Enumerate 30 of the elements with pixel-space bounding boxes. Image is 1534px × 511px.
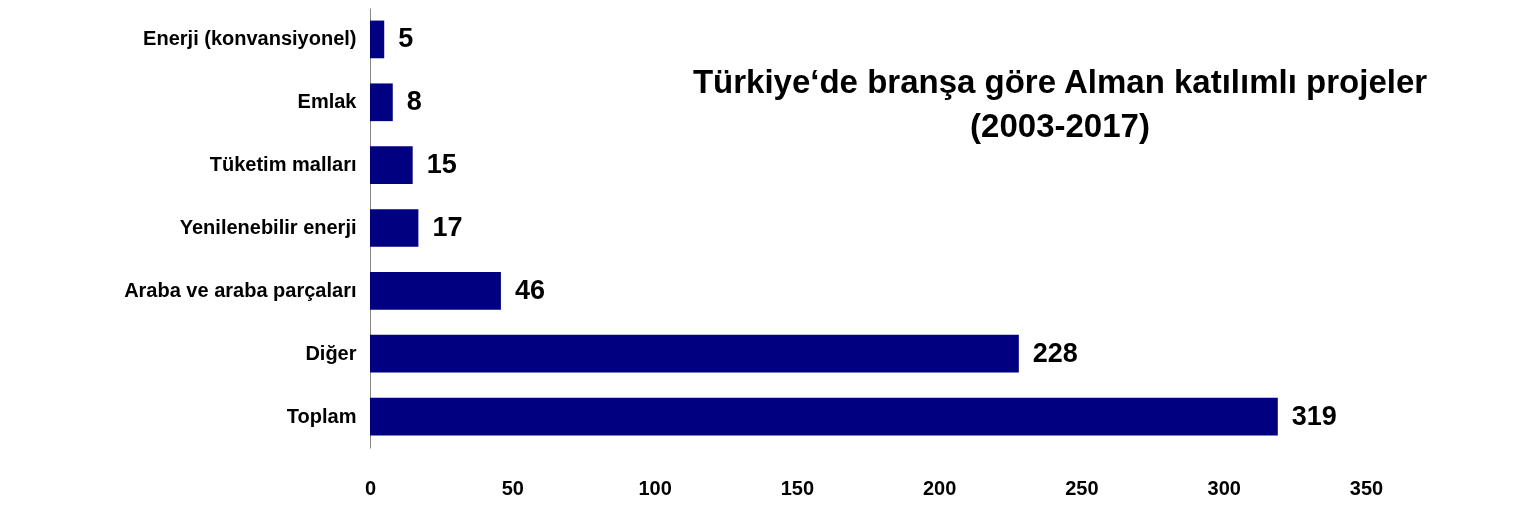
bar <box>370 397 1278 436</box>
data-label: 228 <box>1032 337 1078 368</box>
x-tick-label: 300 <box>1207 476 1241 499</box>
bar <box>370 83 393 122</box>
x-tick-label: 50 <box>501 476 524 499</box>
data-label: 46 <box>514 274 545 305</box>
data-label: 15 <box>426 149 457 180</box>
y-tick-label: Diğer <box>305 341 357 364</box>
x-tick-label: 200 <box>922 476 957 499</box>
bar <box>370 20 385 59</box>
x-tick-label: 0 <box>364 476 377 499</box>
y-tick-label: Emlak <box>297 90 358 113</box>
y-tick-label: Yenilenebilir enerji <box>179 216 357 238</box>
y-tick-label: Araba ve araba parçaları <box>124 278 357 301</box>
data-label: 17 <box>432 212 463 242</box>
bar <box>370 272 501 310</box>
data-label: 8 <box>406 86 422 117</box>
bar <box>370 334 1019 373</box>
text: Türkiye‘de branşa göre Alman katılımlı projeler (2003-2017) <box>692 63 1428 144</box>
data-label: 319 <box>1291 400 1337 431</box>
y-tick-label: Toplam <box>286 404 357 427</box>
data-label: 5 <box>398 23 414 54</box>
y-tick-label: Tüketim malları <box>209 153 357 176</box>
x-tick-label: 150 <box>780 476 815 499</box>
y-tick-label: Enerji (konvansiyonel) <box>143 27 357 50</box>
bar <box>370 209 419 247</box>
x-tick-label: 250 <box>1065 476 1099 499</box>
x-tick-label: 100 <box>638 476 672 499</box>
bar <box>370 146 413 184</box>
x-tick-label: 350 <box>1349 476 1384 499</box>
